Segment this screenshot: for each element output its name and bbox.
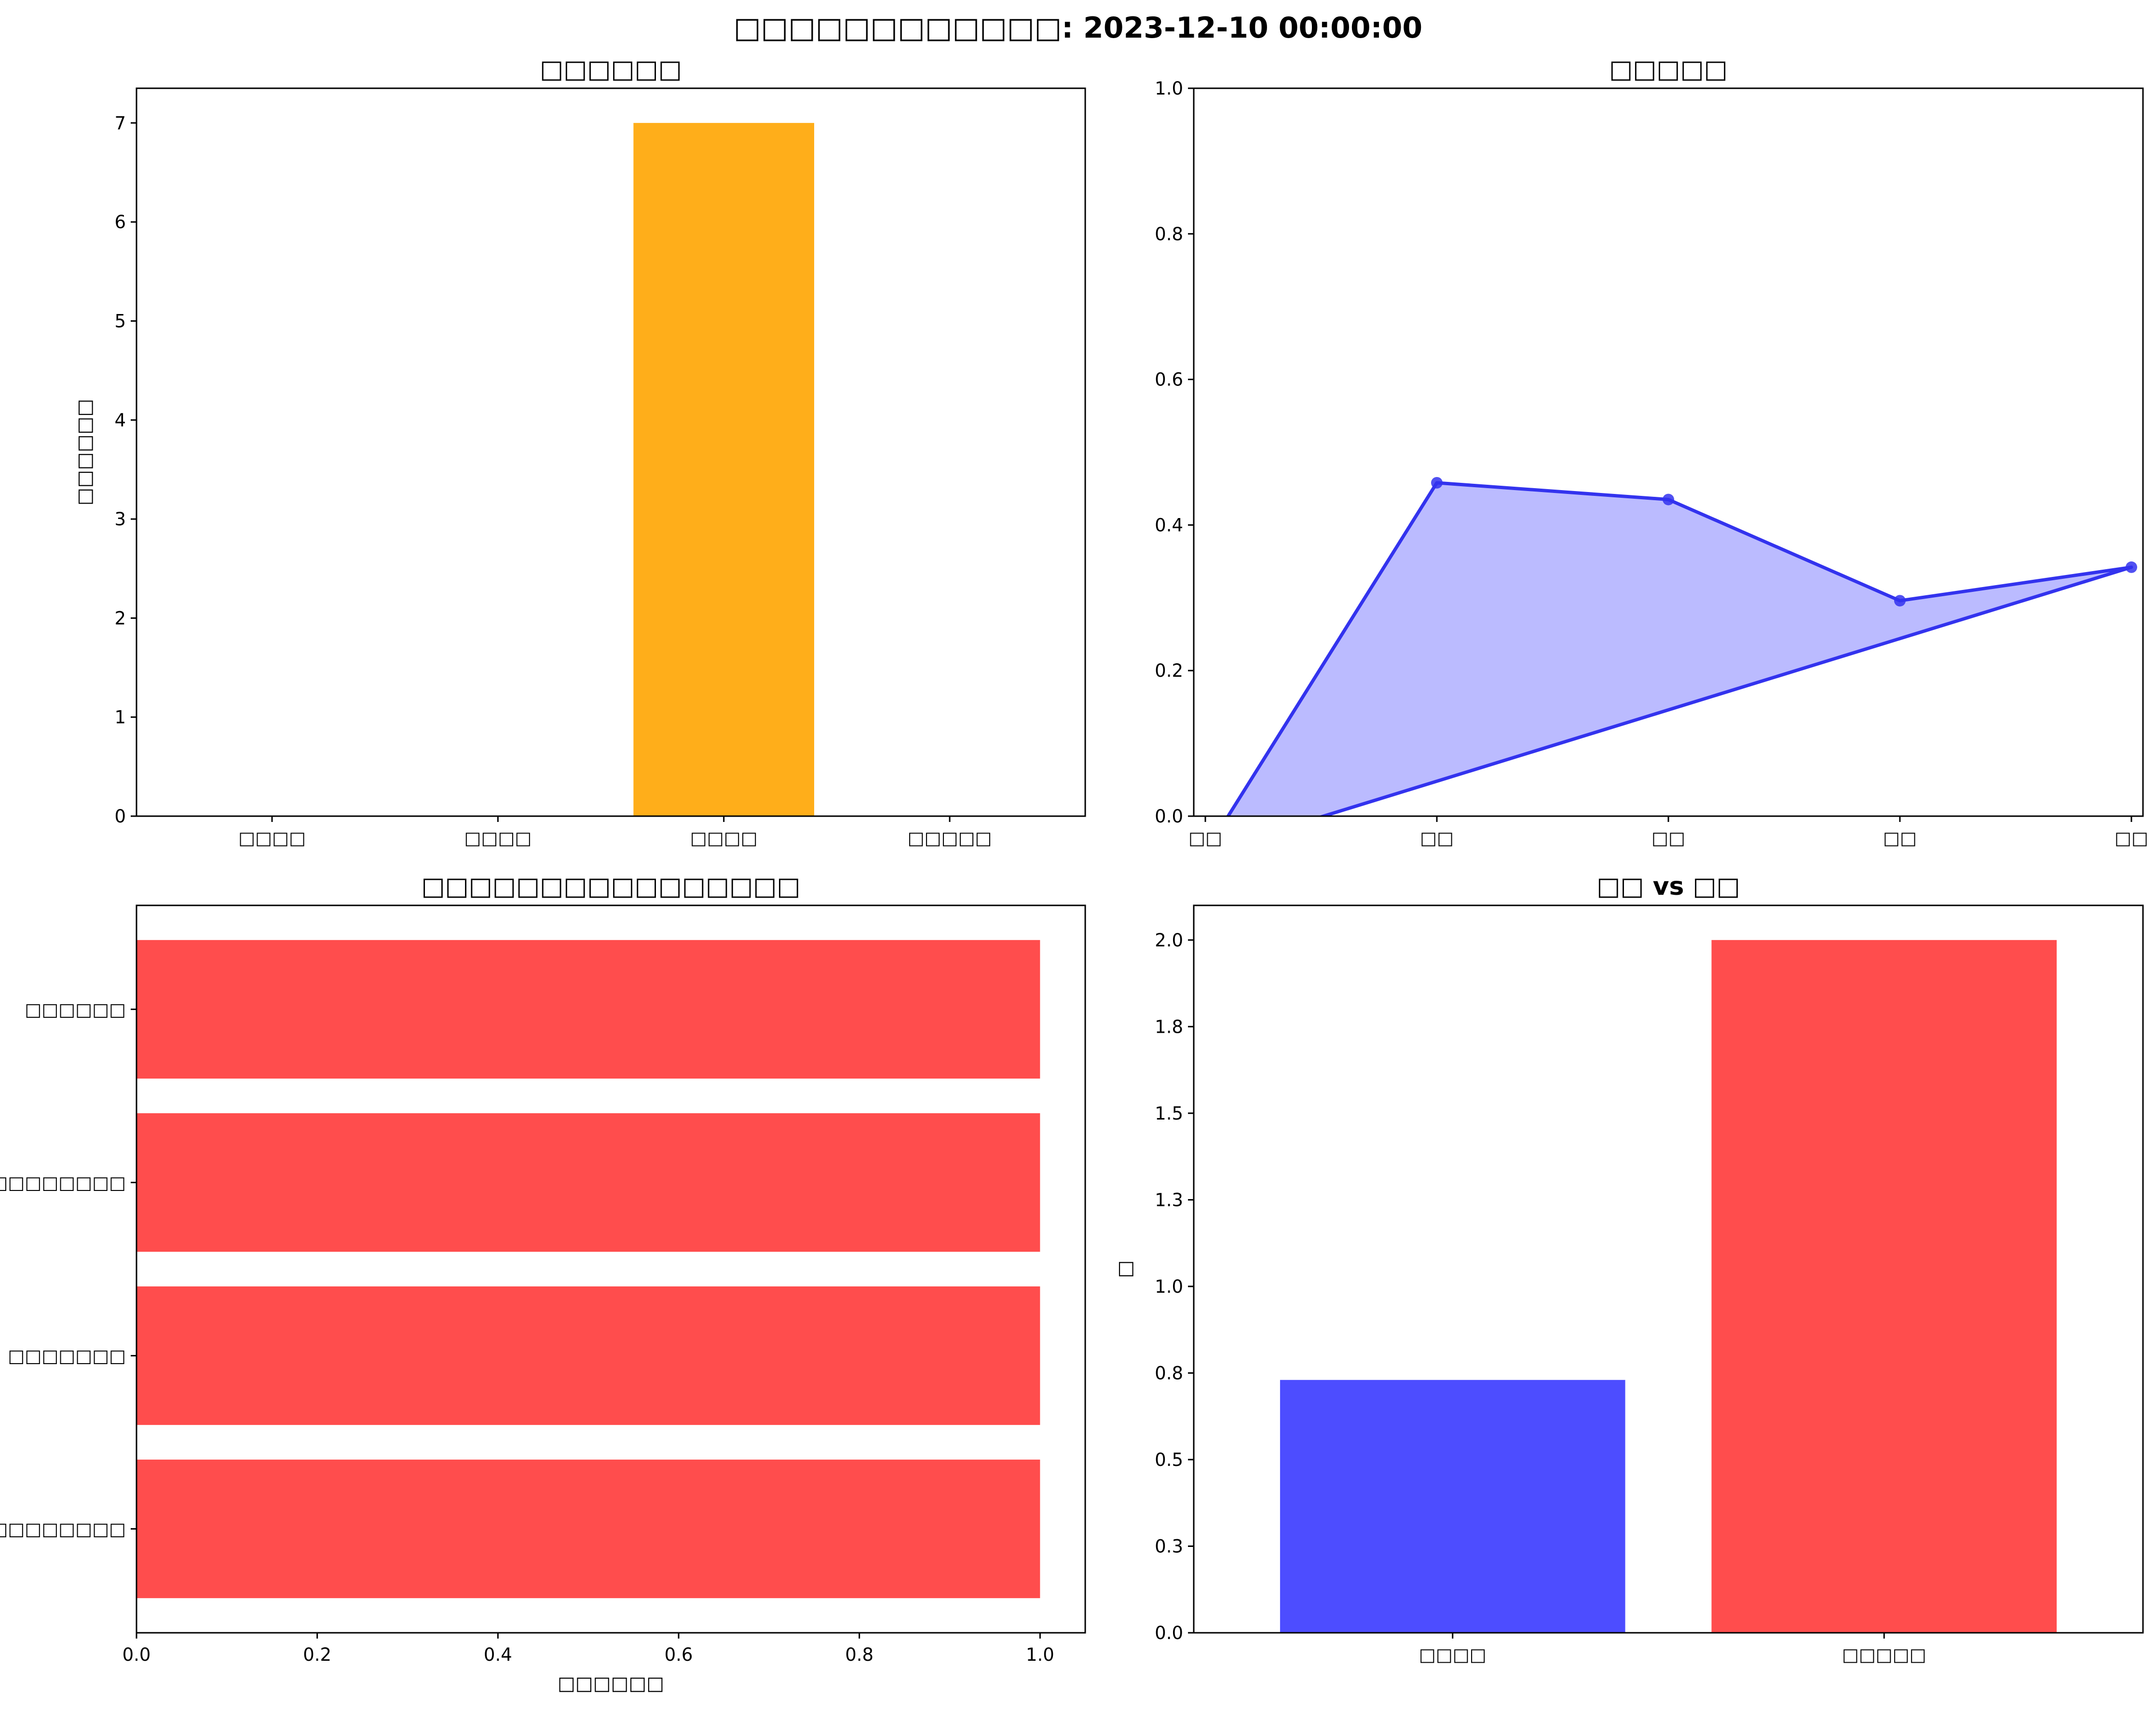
panel-area-chart: 0.00.20.40.60.81.0□□ □□ □□ □□ □□□□□□□ bbox=[1155, 55, 2148, 848]
hbar2-xtick-label-4: 0.8 bbox=[845, 1644, 873, 1665]
area1-frame bbox=[1193, 87, 2144, 817]
area1-ytick-label-0: 0.0 bbox=[1155, 806, 1183, 827]
area1-point-2 bbox=[1663, 493, 1674, 506]
bar0-ytick-label-5: 5 bbox=[114, 311, 126, 331]
bar3-ytick-label-5: 1.3 bbox=[1155, 1189, 1183, 1210]
bar0-frame bbox=[136, 87, 1086, 817]
area1-fill bbox=[1228, 482, 2131, 816]
area1-title: □□□□□ bbox=[1609, 55, 1728, 84]
hbar2-bar-2 bbox=[136, 1286, 1040, 1425]
area1-ytick-label-4: 0.8 bbox=[1155, 224, 1183, 245]
bar0-xtick-label-2: □□□□ bbox=[690, 828, 758, 848]
area1-xtick-label-2: □□ bbox=[1651, 828, 1685, 848]
area1-ytick-label-2: 0.4 bbox=[1155, 515, 1183, 535]
figure-suptitle: □□□□□□□□□□□□: 2023-12-10 00:00:00 bbox=[734, 11, 1422, 45]
bar3-xtick-label-0: □□□□ bbox=[1419, 1644, 1487, 1665]
bar0-title: □□□□□□ bbox=[540, 55, 682, 84]
panel-horizontal-bar-chart: □□□□□□□□□□□□□□□□□□□□□□□□□□□□□□0.00.20.40… bbox=[0, 872, 1086, 1695]
hbar2-ytick-label-3: □□□□□□□□□ bbox=[0, 1519, 126, 1540]
hbar2-xtick-label-3: 0.6 bbox=[665, 1644, 693, 1665]
bar3-ytick-label-3: 0.8 bbox=[1155, 1363, 1183, 1383]
bar3-ytick-label-0: 0.0 bbox=[1155, 1623, 1183, 1643]
hbar2-title: □□□□□□□□□□□□□□□□ bbox=[421, 872, 800, 901]
bar3-frame bbox=[1193, 904, 2144, 1634]
hbar2-bar-1 bbox=[136, 1113, 1040, 1252]
bar0-ytick-label-2: 2 bbox=[114, 608, 126, 629]
bar0-xtick-label-0: □□□□ bbox=[238, 828, 306, 848]
area1-point-3 bbox=[1894, 595, 1906, 607]
hbar2-xtick-label-1: 0.2 bbox=[303, 1644, 331, 1665]
bar0-ytick-label-6: 6 bbox=[114, 212, 126, 232]
hbar2-ytick-label-1: □□□□□□□□ bbox=[0, 1172, 126, 1193]
bar0-bar-2 bbox=[633, 123, 814, 816]
bar3-ytick-label-4: 1.0 bbox=[1155, 1276, 1183, 1297]
bar3-ytick-label-1: 0.3 bbox=[1155, 1536, 1183, 1557]
bar0-ytick-label-7: 7 bbox=[114, 113, 126, 134]
bar0-ytick-label-4: 4 bbox=[114, 410, 126, 431]
bar0-ylabel: □□□□□□ bbox=[74, 399, 96, 506]
hbar2-frame bbox=[136, 904, 1086, 1634]
bar0-xtick-label-1: □□□□ bbox=[464, 828, 532, 848]
bar0-ytick-label-1: 1 bbox=[114, 707, 126, 728]
hbar2-xtick-label-2: 0.4 bbox=[484, 1644, 512, 1665]
area1-xtick-label-0: □□ bbox=[1188, 828, 1222, 848]
bar3-title: □□ vs □□ bbox=[1597, 872, 1740, 901]
hbar2-ytick-label-0: □□□□□□ bbox=[25, 999, 126, 1020]
hbar2-xtick-label-0: 0.0 bbox=[123, 1644, 151, 1665]
area1-ytick-label-5: 1.0 bbox=[1155, 78, 1183, 99]
area1-xtick-label-4: □□ bbox=[2115, 828, 2148, 848]
hbar2-xlabel: □□□□□□ bbox=[558, 1673, 664, 1695]
area1-xtick-label-1: □□ bbox=[1420, 828, 1454, 848]
area1-series-line bbox=[1226, 481, 2133, 816]
bar3-ytick-label-2: 0.5 bbox=[1155, 1449, 1183, 1470]
bar0-ytick-label-0: 0 bbox=[114, 806, 126, 827]
area1-xtick-label-3: □□ bbox=[1883, 828, 1917, 848]
area1-ytick-label-1: 0.2 bbox=[1155, 660, 1183, 681]
bar3-ylabel: □ bbox=[1114, 1260, 1136, 1278]
area1-ytick-label-3: 0.6 bbox=[1155, 369, 1183, 390]
bar3-bar-0 bbox=[1280, 1380, 1625, 1633]
area1-point-1 bbox=[1431, 477, 1443, 489]
hbar2-ytick-label-2: □□□□□□□ bbox=[8, 1346, 126, 1367]
bar3-ytick-label-6: 1.5 bbox=[1155, 1103, 1183, 1124]
bar3-ytick-label-7: 1.8 bbox=[1155, 1016, 1183, 1037]
bar3-bar-1 bbox=[1711, 940, 2057, 1633]
area1-point-4 bbox=[2126, 561, 2137, 573]
bar3-xtick-label-1: □□□□□ bbox=[1842, 1644, 1926, 1665]
hbar2-xtick-label-5: 1.0 bbox=[1026, 1644, 1054, 1665]
panel-comparison-bar-chart: 0.00.30.50.81.01.31.51.82.0□□□□ □□□□□□□□ … bbox=[1114, 872, 2144, 1665]
bar3-ytick-label-8: 2.0 bbox=[1155, 930, 1183, 951]
hbar2-bar-0 bbox=[136, 940, 1040, 1079]
hbar2-bar-3 bbox=[136, 1459, 1040, 1599]
area1-plot-area bbox=[1226, 477, 2137, 816]
bar0-ytick-label-3: 3 bbox=[114, 509, 126, 530]
bar0-xtick-label-3: □□□□□ bbox=[908, 828, 992, 848]
